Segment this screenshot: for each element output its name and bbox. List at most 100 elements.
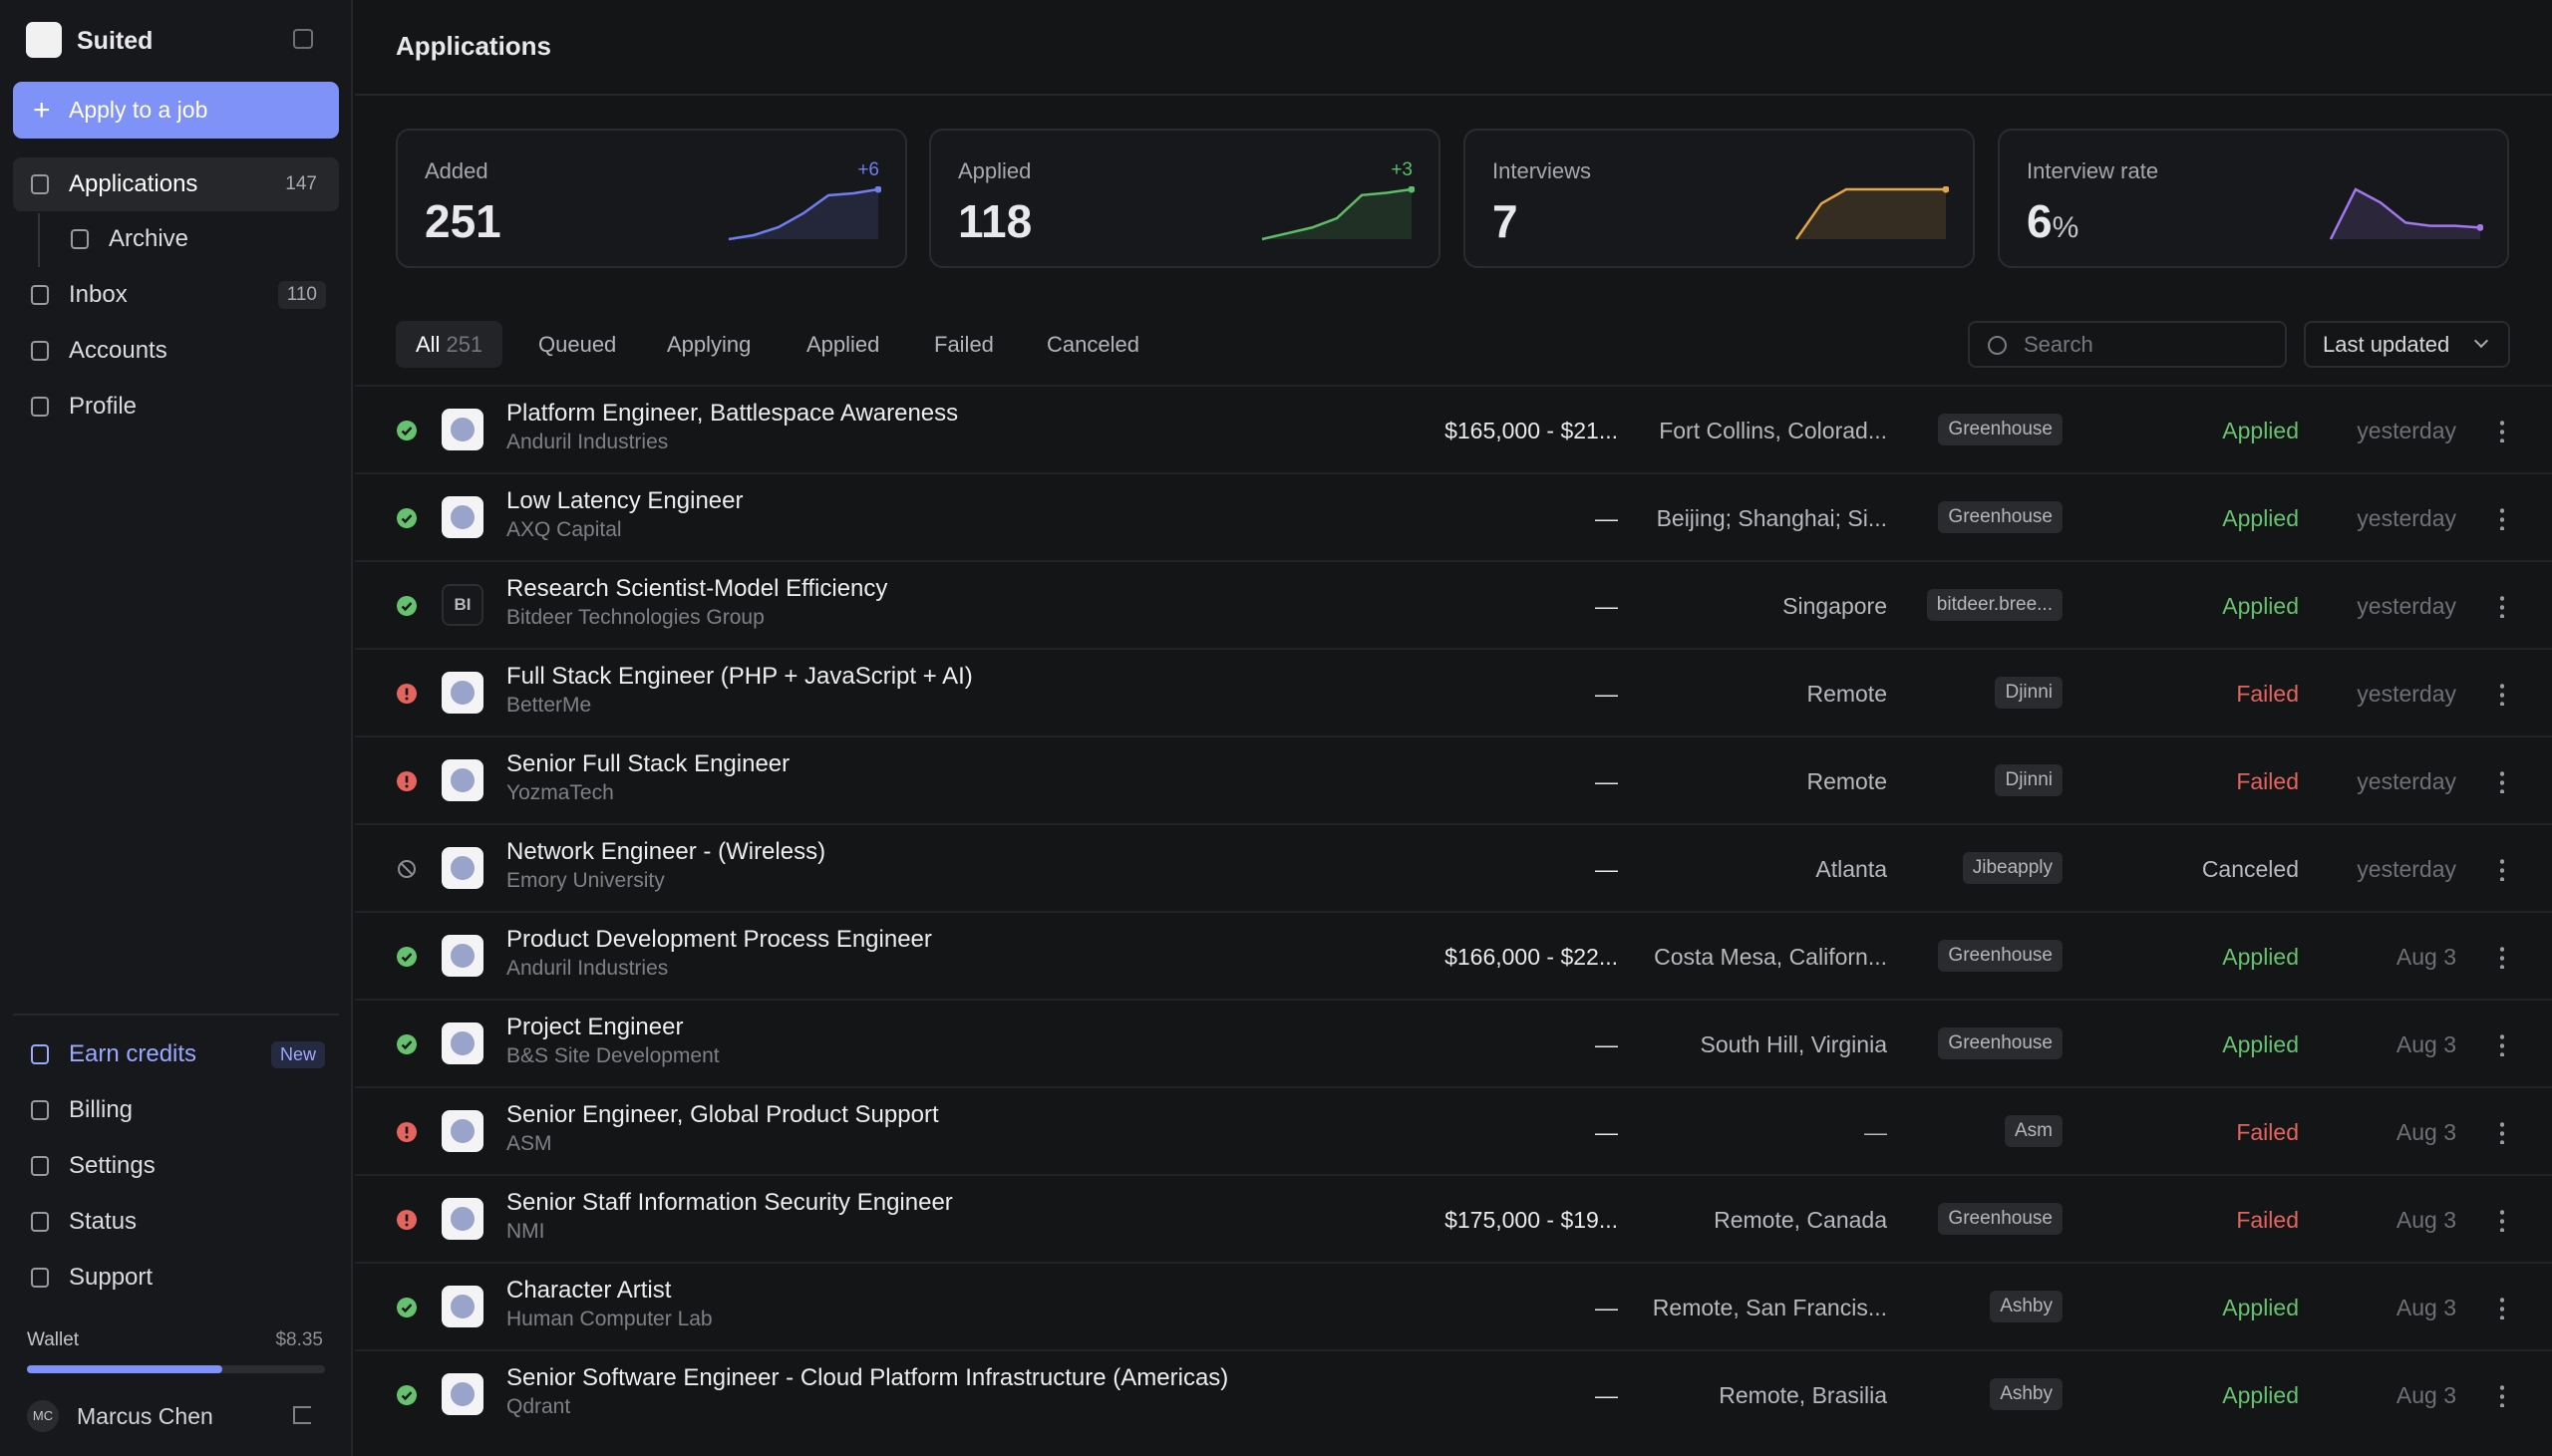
application-row[interactable]: Project Engineer B&S Site Development — Sou… [355,999,2552,1086]
nav-label: Archive [109,225,189,252]
state: Applied [2222,1295,2299,1320]
location: South Hill, Virginia [1700,1031,1887,1057]
status-icon [396,507,418,529]
tab[interactable]: Applying [647,321,771,368]
collapse-button[interactable] [293,29,313,49]
state: Applied [2222,1031,2299,1057]
tab[interactable]: All 251 [396,321,503,368]
sparkline-line [1794,187,1946,240]
apply-button[interactable]: + Apply to a job [13,82,339,139]
state: Applied [2222,593,2299,619]
application-row[interactable]: Full Stack Engineer (PHP + JavaScript + … [355,648,2552,735]
status-glyph [397,684,417,704]
salary: — [1595,505,1618,531]
tab[interactable]: Applied [787,321,899,368]
nav-item[interactable]: Billing [13,1083,339,1137]
application-row[interactable]: Senior Full Stack Engineer YozmaTech — Remo… [355,735,2552,823]
nav-icon [71,229,89,249]
nav-label: Settings [69,1152,156,1179]
row-menu[interactable] [2500,594,2504,618]
sparkline-area [1262,189,1412,239]
logo-glyph [451,944,475,968]
search-box[interactable]: Search [1968,321,2287,368]
wallet-amount: $8.35 [275,1329,323,1350]
row-menu[interactable] [2500,769,2504,793]
logo-glyph [451,1295,475,1318]
nav-item[interactable]: Archive [13,212,339,266]
logo-glyph [451,1119,475,1143]
status-glyph [398,860,416,878]
nav-item[interactable]: Earn credits New [13,1027,339,1081]
company: NMI [506,1220,545,1243]
stat-delta: +6 [857,159,879,180]
logout-button[interactable] [293,1406,311,1424]
stat-value: 7 [1492,194,1518,248]
job-title: Network Engineer - (Wireless) [506,838,826,865]
status-icon [396,858,418,880]
nav-item[interactable]: Inbox 110 [13,268,339,322]
nav-icon [31,341,49,361]
row-menu[interactable] [2500,506,2504,530]
row-menu[interactable] [2500,1208,2504,1232]
nav-item[interactable]: Status [13,1195,339,1249]
job-title: Research Scientist-Model Efficiency [506,575,888,602]
application-row[interactable]: Low Latency Engineer AXQ Capital — Beijing;… [355,472,2552,560]
row-menu[interactable] [2500,419,2504,442]
state: Applied [2222,944,2299,970]
source-badge: Djinni [1995,764,2063,796]
application-row[interactable]: Senior Staff Information Security Engine… [355,1174,2552,1262]
status-glyph [397,1385,417,1405]
status-glyph [397,771,417,791]
company-logo [442,1198,483,1240]
stat-card: Applied 118 +3 [929,129,1440,268]
status-icon [396,1033,418,1055]
logo-glyph [451,1382,475,1406]
application-row[interactable]: Platform Engineer, Battlespace Awareness… [355,385,2552,472]
job-title: Project Engineer [506,1014,684,1040]
stat-value: 6% [2027,194,2078,248]
logo-glyph [451,418,475,441]
chevron [2473,333,2489,349]
nav-label: Earn credits [69,1040,197,1067]
row-menu[interactable] [2500,857,2504,881]
application-row[interactable]: Network Engineer - (Wireless) Emory Unive… [355,823,2552,911]
sort-select[interactable]: Last updated [2304,321,2510,368]
sparkline [1261,186,1415,241]
row-menu[interactable] [2500,682,2504,706]
application-row[interactable]: Senior Software Engineer - Cloud Platfor… [355,1349,2552,1437]
row-menu[interactable] [2500,1296,2504,1319]
nav-badge: New [270,1041,325,1068]
row-menu[interactable] [2500,945,2504,969]
job-title: Character Artist [506,1277,672,1304]
application-row[interactable]: Product Development Process Engineer Andu… [355,911,2552,999]
status-glyph [397,1298,417,1317]
tab[interactable]: Canceled [1027,321,1159,368]
check [401,1391,413,1401]
company: Anduril Industries [506,431,669,453]
row-menu[interactable] [2500,1120,2504,1144]
nav-icon [31,397,49,417]
nav-item[interactable]: Profile [13,380,339,434]
plus-icon: + [33,94,51,127]
nav-item[interactable]: Settings [13,1139,339,1193]
application-row[interactable]: BI Research Scientist-Model Efficiency Bit… [355,560,2552,648]
salary: — [1595,593,1618,619]
job-title: Senior Software Engineer - Cloud Platfor… [506,1364,1229,1391]
row-menu[interactable] [2500,1383,2504,1407]
status-glyph [397,596,417,616]
nav-item[interactable]: Support [13,1251,339,1305]
tab[interactable]: Failed [914,321,1014,368]
nav-item[interactable]: Accounts [13,324,339,378]
row-menu[interactable] [2500,1032,2504,1056]
salary: — [1595,1295,1618,1320]
updated: yesterday [2357,856,2456,882]
stat-delta: +3 [1391,159,1413,180]
tab[interactable]: Queued [518,321,636,368]
application-row[interactable]: Character Artist Human Computer Lab — Remot… [355,1262,2552,1349]
avatar[interactable]: MC [27,1400,59,1432]
nav-icon [31,174,49,194]
salary: $175,000 - $19... [1444,1207,1618,1233]
nav-item[interactable]: Applications 147 [13,157,339,211]
application-row[interactable]: Senior Engineer, Global Product Support A… [355,1086,2552,1174]
